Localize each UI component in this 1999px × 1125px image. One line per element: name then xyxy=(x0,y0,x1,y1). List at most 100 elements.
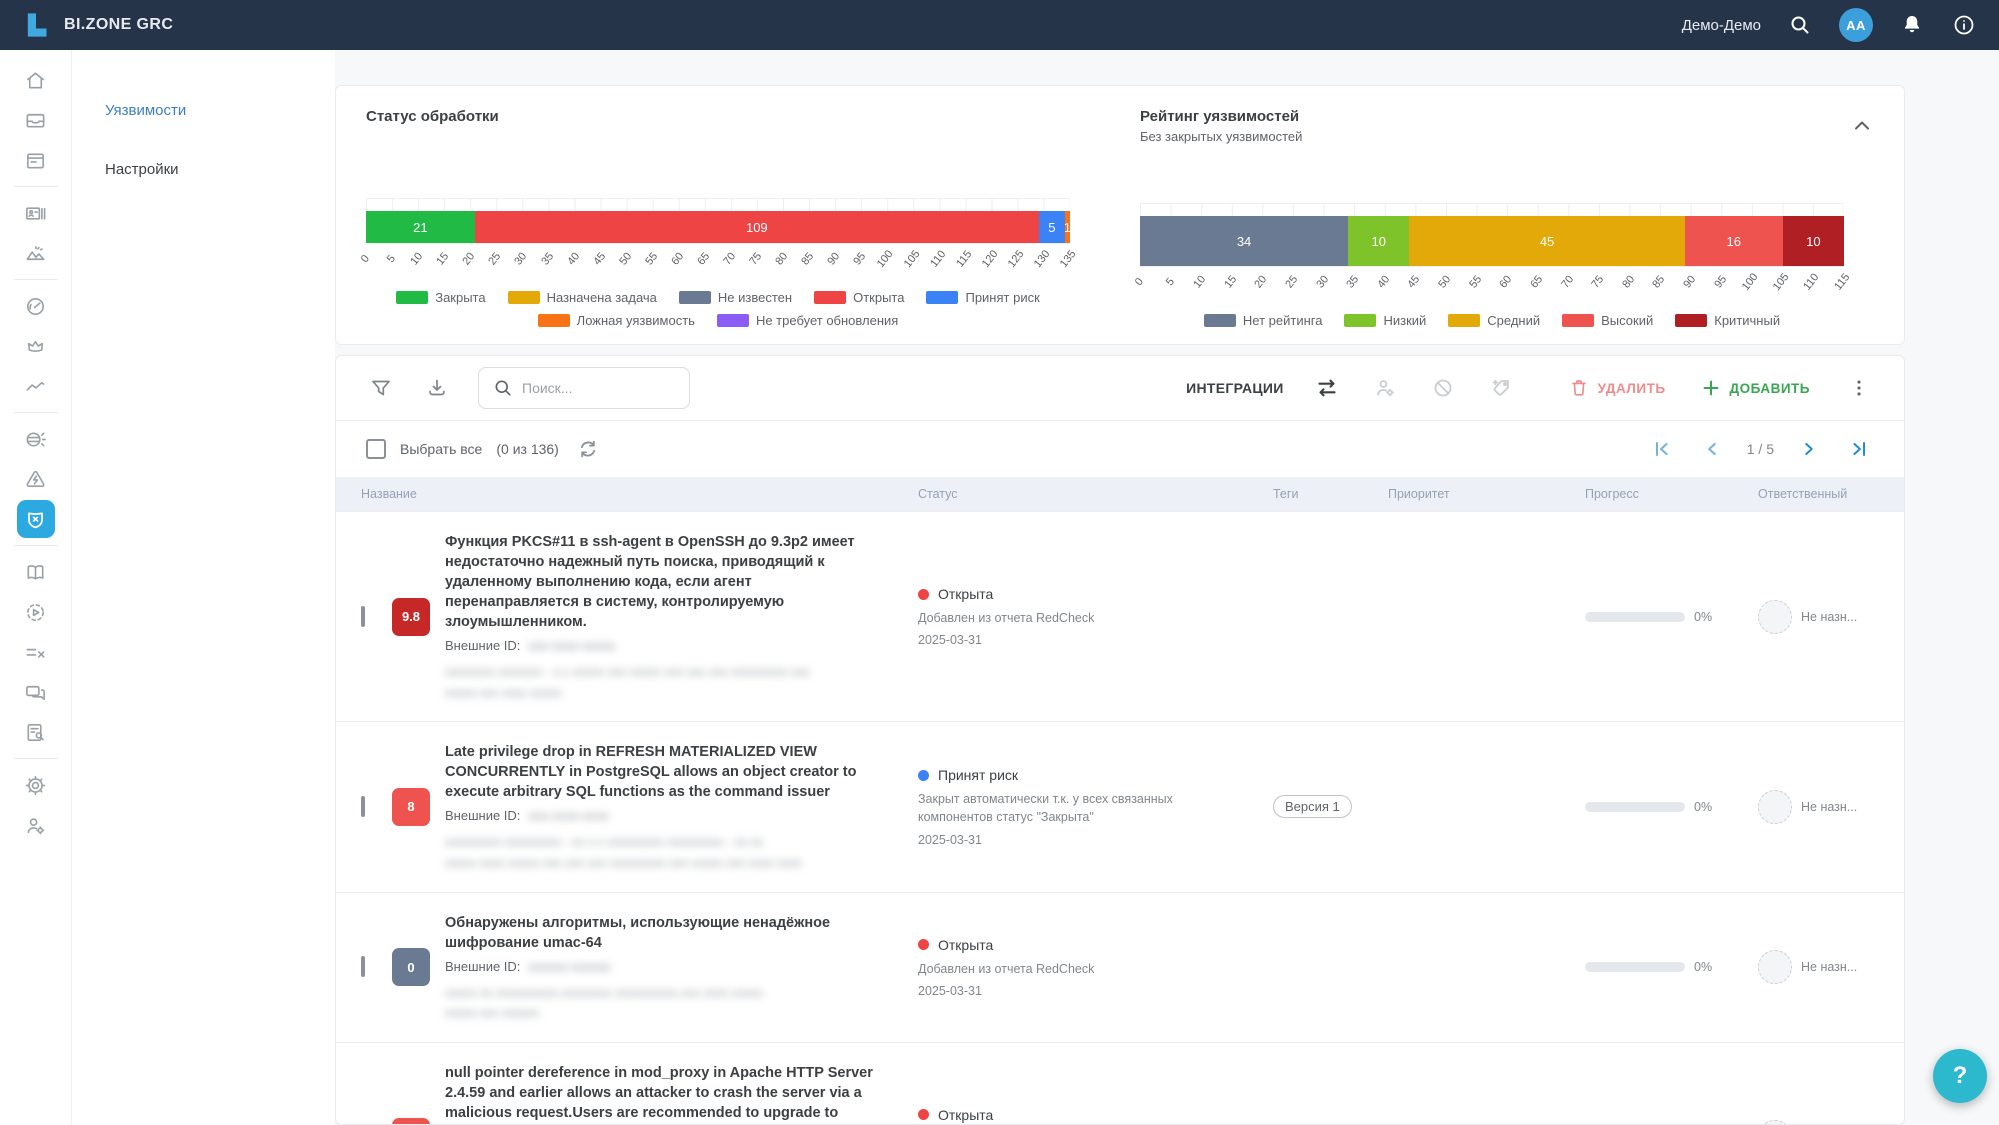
sidebar-home-icon[interactable] xyxy=(16,60,56,100)
prev-page-icon[interactable] xyxy=(1697,434,1727,464)
bar-segment: 34 xyxy=(1140,216,1349,266)
axis-tick-label: 25 xyxy=(1283,273,1301,291)
vuln-title[interactable]: Обнаружены алгоритмы, использующие ненад… xyxy=(445,914,831,951)
axis-tick-label: 115 xyxy=(1832,271,1853,293)
legend-swatch xyxy=(1562,314,1595,327)
header-status[interactable]: Статус xyxy=(918,487,958,501)
axis-tick-label: 15 xyxy=(434,250,452,268)
assign-user-icon[interactable] xyxy=(1370,373,1400,403)
header-name[interactable]: Название xyxy=(361,487,417,501)
score-badge: 7.5 xyxy=(392,1118,430,1124)
info-icon[interactable] xyxy=(1951,12,1977,38)
download-icon[interactable] xyxy=(422,373,452,403)
header-progress[interactable]: Прогресс xyxy=(1585,487,1639,501)
sidebar-trend-icon[interactable] xyxy=(16,366,56,406)
assignee-avatar[interactable] xyxy=(1758,1120,1792,1124)
selection-row: Выбрать все (0 из 136) 1 / 5 xyxy=(336,421,1904,477)
row-checkbox[interactable] xyxy=(361,795,365,817)
legend-item: Закрыта xyxy=(396,290,486,305)
bar-segment: 1 xyxy=(1064,211,1070,243)
sidebar-user-settings-icon[interactable] xyxy=(16,805,56,845)
rail-divider xyxy=(13,758,58,759)
status-dot xyxy=(918,1109,929,1121)
chart-title: Статус обработки xyxy=(366,108,499,125)
vuln-title[interactable]: Функция PKCS#11 в ssh-agent в OpenSSH до… xyxy=(445,534,855,630)
nav-item-settings[interactable]: Настройки xyxy=(105,161,179,178)
assignee-avatar[interactable] xyxy=(1758,789,1792,824)
assignee-avatar[interactable] xyxy=(1758,950,1792,985)
tag-add-icon[interactable] xyxy=(1486,373,1516,403)
filter-icon[interactable] xyxy=(366,373,396,403)
legend-label: Критичный xyxy=(1714,313,1781,328)
sidebar-landscape-icon[interactable] xyxy=(16,233,56,273)
chart-axis: 0 5 10 15 20 25 30 35 40 45 50 55 60 65 70 75 80 85 90 95 10… xyxy=(359,244,1079,288)
sidebar-asset-impact-icon[interactable] xyxy=(16,419,56,459)
last-page-icon[interactable] xyxy=(1844,434,1874,464)
sidebar-settings-gear-icon[interactable] xyxy=(16,765,56,805)
sidebar-risk-triangle-icon[interactable] xyxy=(16,459,56,499)
sidebar-gauge-icon[interactable] xyxy=(16,286,56,326)
axis-tick-label: 85 xyxy=(1650,273,1668,291)
chart-subtitle: Без закрытых уязвимостей xyxy=(1140,129,1303,144)
sidebar-inbox-icon[interactable] xyxy=(16,100,56,140)
status-dot xyxy=(918,588,929,600)
legend-swatch xyxy=(678,291,711,304)
legend-swatch xyxy=(1344,314,1377,327)
workspace-name[interactable]: Демо-Демо xyxy=(1681,16,1761,34)
sidebar-checklist-x-icon[interactable] xyxy=(16,632,56,672)
next-page-icon[interactable] xyxy=(1794,434,1824,464)
header-tags[interactable]: Теги xyxy=(1273,487,1299,501)
sidebar-knowledge-book-icon[interactable] xyxy=(16,552,56,592)
table-row[interactable]: 0 Обнаружены алгоритмы, использующие нен… xyxy=(336,891,1904,1042)
select-all-checkbox[interactable] xyxy=(366,439,386,459)
header-assignee[interactable]: Ответственный xyxy=(1758,487,1848,501)
bar-segment: 5 xyxy=(1038,211,1065,243)
avatar[interactable]: AA xyxy=(1839,8,1873,42)
status-label: Открыта xyxy=(938,586,994,603)
header-priority[interactable]: Приоритет xyxy=(1388,487,1450,501)
row-checkbox[interactable] xyxy=(361,605,365,627)
legend-swatch xyxy=(1203,314,1236,327)
bar-segment: 10 xyxy=(1348,216,1410,266)
sidebar-crown-icon[interactable] xyxy=(16,326,56,366)
sync-swap-icon[interactable] xyxy=(1312,373,1342,403)
notifications-bell-icon[interactable] xyxy=(1899,12,1925,38)
sidebar-play-circle-icon[interactable] xyxy=(16,592,56,632)
refresh-icon[interactable] xyxy=(573,434,603,464)
sidebar-chat-icon[interactable] xyxy=(16,672,56,712)
nav-item-vulnerabilities[interactable]: Уязвимости xyxy=(105,102,187,119)
table-row[interactable]: 8 Late privilege drop in REFRESH MATERIA… xyxy=(336,721,1904,891)
sidebar-vulnerabilities-shield-icon[interactable] xyxy=(16,500,55,538)
assignee-avatar[interactable] xyxy=(1758,599,1792,634)
search-icon[interactable] xyxy=(1787,12,1813,38)
search-input[interactable] xyxy=(522,380,652,396)
sidebar-document-review-icon[interactable] xyxy=(16,712,56,752)
stacked-bar: 21 109 5 1 xyxy=(366,211,1070,243)
sidebar-id-card-icon[interactable] xyxy=(16,193,56,233)
kebab-menu-icon[interactable] xyxy=(1844,373,1874,403)
vuln-title[interactable]: Late privilege drop in REFRESH MATERIALI… xyxy=(445,744,857,801)
assignee-label: Не назн... xyxy=(1801,960,1858,975)
table-row[interactable]: 9.8 Функция PKCS#11 в ssh-agent в OpenSS… xyxy=(336,511,1904,721)
block-icon[interactable] xyxy=(1428,373,1458,403)
add-button[interactable]: ДОБАВИТЬ xyxy=(1700,377,1810,399)
sidebar-calendar-icon[interactable] xyxy=(16,140,56,180)
row-checkbox[interactable] xyxy=(361,956,365,978)
delete-button[interactable]: УДАЛИТЬ xyxy=(1568,377,1666,399)
axis-tick-label: 60 xyxy=(1497,273,1515,291)
chart-title: Рейтинг уязвимостей xyxy=(1140,108,1300,125)
legend-label: Принят риск xyxy=(965,290,1040,305)
first-page-icon[interactable] xyxy=(1647,434,1677,464)
rail-divider xyxy=(13,186,58,187)
vuln-title[interactable]: null pointer dereference in mod_proxy in… xyxy=(445,1064,873,1121)
chevron-up-icon[interactable] xyxy=(1850,114,1874,138)
legend-item: Низкий xyxy=(1344,313,1426,328)
help-button[interactable]: ? xyxy=(1933,1049,1987,1103)
chart-axis: 0 5 10 15 20 25 30 35 40 45 50 55 60 65 70 75 80 85 90 95 10… xyxy=(1133,267,1853,311)
progress-label: 0% xyxy=(1694,799,1713,814)
sidebar-rail xyxy=(0,50,72,1125)
tag-pill[interactable]: Версия 1 xyxy=(1273,795,1352,819)
legend-label: Не известен xyxy=(717,290,793,305)
table-row[interactable]: 7.5 null pointer dereference in mod_prox… xyxy=(336,1041,1904,1124)
bar-segment: 45 xyxy=(1409,216,1685,266)
